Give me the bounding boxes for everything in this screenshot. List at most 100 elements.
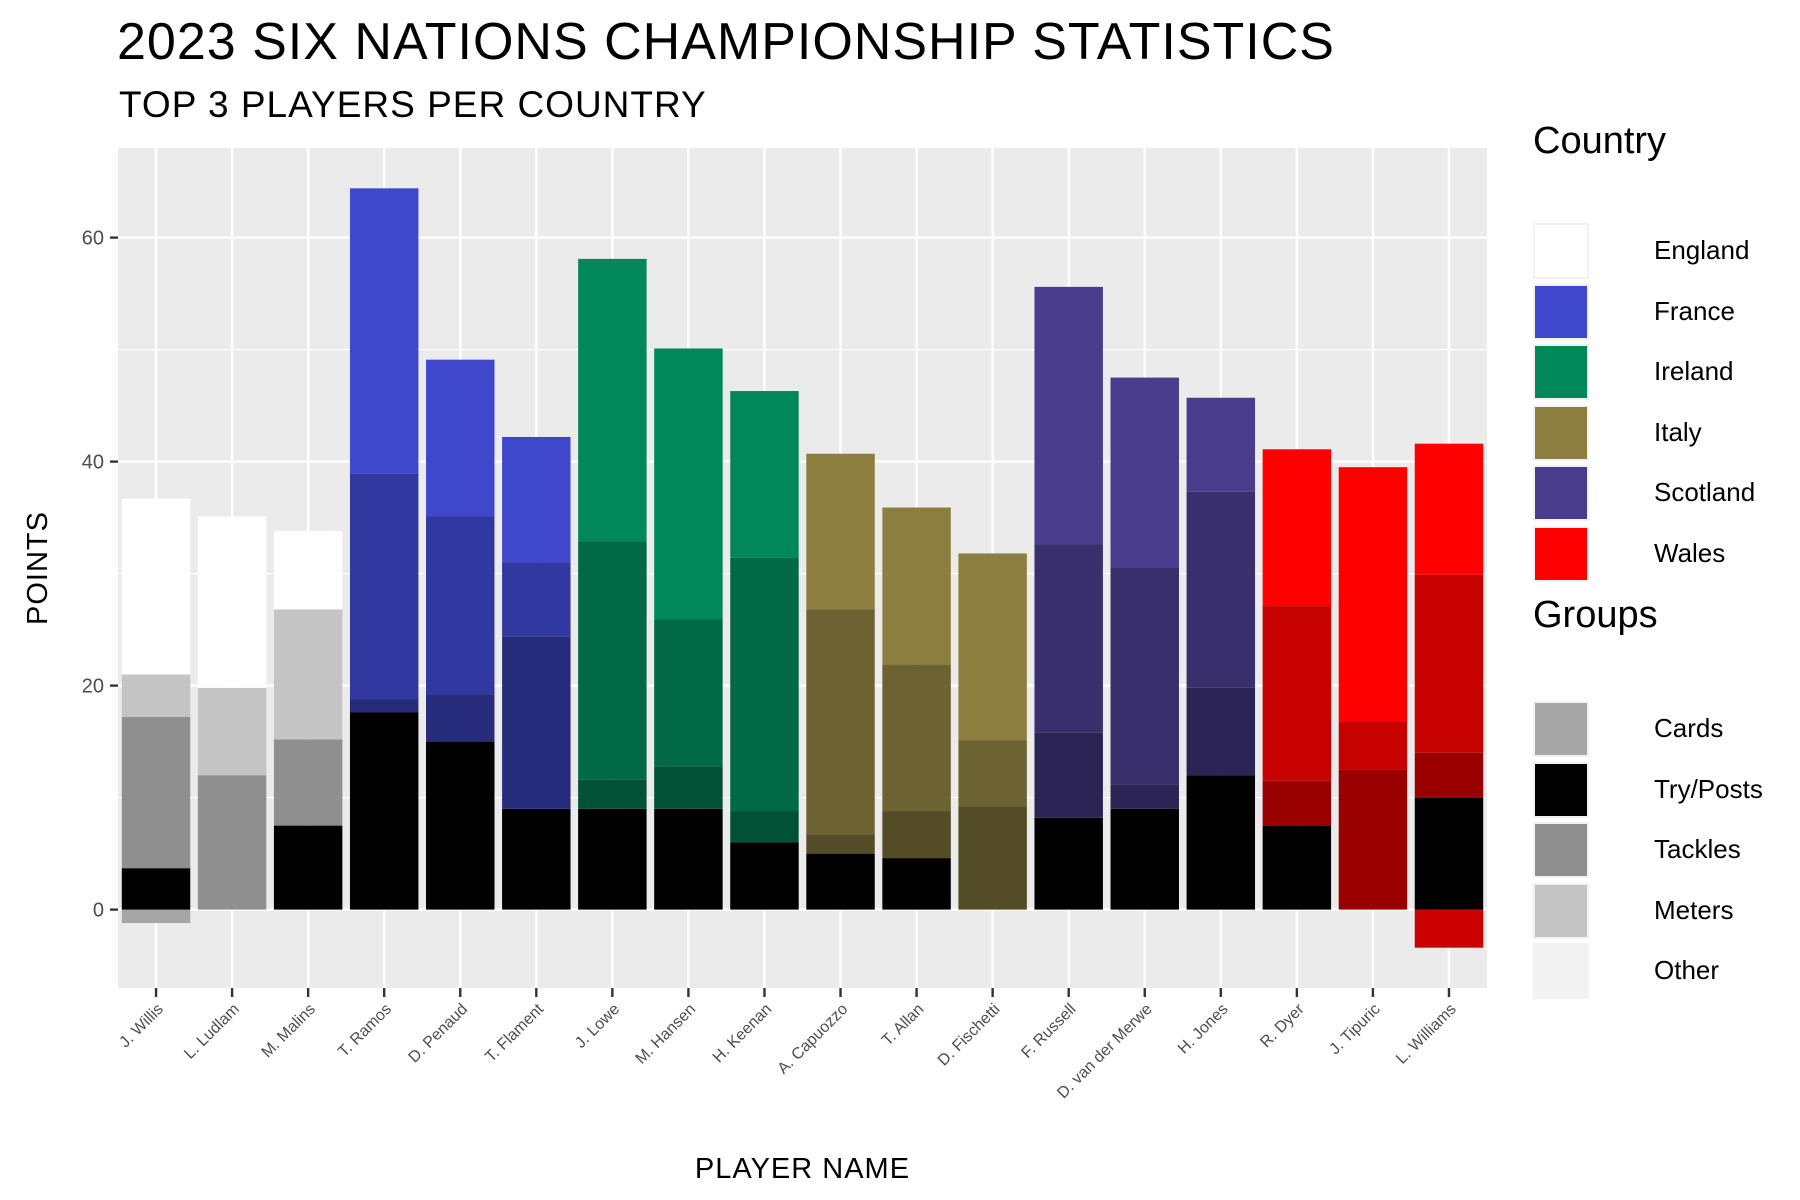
bar-segment — [1110, 808, 1179, 910]
legend-item-scotland: Scotland — [1533, 465, 1793, 521]
legend-label: Other — [1654, 955, 1720, 985]
bar-segment — [1262, 606, 1332, 781]
x-tick-label: M. Hansen — [633, 1001, 700, 1068]
x-tick-label: J. Lowe — [572, 1001, 623, 1052]
legend-label: Wales — [1654, 537, 1726, 568]
legend-groups-title: Groups — [1533, 594, 1658, 636]
bar-segment — [806, 834, 875, 854]
bar-segment — [730, 391, 799, 558]
bar-segment — [349, 188, 419, 474]
bar-segment — [882, 811, 951, 859]
bar-segment — [121, 868, 191, 910]
y-tick-label: 20 — [82, 676, 104, 698]
legend-item-wales: Wales — [1533, 525, 1793, 582]
legend-label: France — [1654, 295, 1735, 326]
legend-key — [1533, 761, 1589, 818]
legend-item-try-posts: Try/Posts — [1533, 761, 1793, 818]
x-tick-label: L. Ludlam — [181, 1001, 243, 1063]
x-tick-label: T. Allan — [879, 1001, 928, 1050]
bar-segment — [578, 808, 647, 910]
bar-segment — [1414, 752, 1484, 798]
bar-segment — [958, 553, 1027, 741]
bar-segment — [426, 694, 495, 742]
bar-segment — [1034, 732, 1103, 818]
bar-segment — [121, 674, 191, 717]
x-tick-label: D. Fischetti — [935, 1001, 1004, 1070]
bar-segment — [197, 687, 267, 776]
bar-segment — [1110, 784, 1179, 809]
bar-segment — [502, 562, 571, 637]
bar-segment — [1262, 780, 1332, 826]
bar-segment — [1034, 544, 1103, 733]
x-tick-label: L. Williams — [1393, 1001, 1460, 1068]
y-tick-label: 60 — [82, 228, 104, 250]
bar-segment — [578, 779, 647, 809]
bar-segment — [1186, 775, 1256, 910]
x-tick-label: D. Penaud — [406, 1001, 471, 1066]
bar-segment — [1414, 443, 1484, 575]
legend-label: Italy — [1654, 416, 1702, 447]
legend-item-ireland: Ireland — [1533, 344, 1793, 400]
x-axis-label: PLAYER NAME — [695, 1153, 910, 1185]
bar-segment — [1338, 769, 1408, 910]
legend-item-england: England — [1533, 223, 1793, 279]
x-tick-label: R. Dyer — [1257, 1000, 1308, 1051]
bar-segment — [1338, 721, 1408, 770]
chart-subtitle: TOP 3 PLAYERS PER COUNTRY — [119, 84, 707, 125]
bar-segment — [882, 664, 951, 812]
bar-segment — [578, 258, 647, 542]
x-tick-label: H. Jones — [1175, 1001, 1232, 1058]
legend-key — [1533, 525, 1589, 582]
bar-segment — [1186, 397, 1256, 492]
bar-segment — [1414, 574, 1484, 753]
bar-segment — [654, 766, 723, 809]
bar-segment — [882, 507, 951, 665]
bar-segment — [502, 436, 571, 563]
bar-segment — [730, 557, 799, 812]
bar-segment — [426, 359, 495, 517]
legend-key — [1533, 223, 1589, 279]
y-axis-label: POINTS — [22, 511, 54, 625]
x-tick-label: J. Tipuric — [1326, 1001, 1383, 1058]
legend-label: Tackles — [1654, 834, 1741, 864]
bar-segment — [426, 741, 495, 910]
bar-segment — [502, 808, 571, 910]
legend-label: Try/Posts — [1654, 773, 1763, 804]
bar-segment — [349, 712, 419, 910]
legend-key — [1533, 344, 1589, 400]
bar-segment — [730, 842, 799, 910]
legend-label: Meters — [1654, 894, 1734, 925]
bar-segment — [1262, 449, 1332, 607]
x-tick-label: A. Capuozzo — [775, 1001, 852, 1078]
bar-segment — [502, 636, 571, 809]
legend-item-other: Other — [1533, 943, 1793, 999]
bar-segment — [1110, 568, 1179, 785]
bar-segment — [197, 775, 267, 910]
bar-segment — [806, 453, 875, 610]
bar-segment — [1110, 377, 1179, 568]
bar-segment — [1186, 491, 1256, 688]
x-tick-label: J. Willis — [116, 1001, 166, 1051]
bar-segment — [806, 609, 875, 835]
legend-key — [1533, 465, 1589, 521]
bar-segment — [273, 739, 343, 826]
legend-label: Ireland — [1654, 356, 1734, 386]
x-tick-label: T. Ramos — [335, 1001, 395, 1061]
legend-label: England — [1654, 235, 1750, 265]
bar-segment — [806, 853, 875, 910]
chart-title: 2023 SIX NATIONS CHAMPIONSHIP STATISTICS — [117, 13, 1335, 71]
bar-segment — [349, 699, 419, 713]
bar-segment — [654, 348, 723, 620]
bar-segment — [1034, 817, 1103, 910]
bar-segment — [882, 858, 951, 910]
bar-segment — [273, 609, 343, 740]
bar-segment — [1186, 687, 1256, 776]
bar-segment — [654, 619, 723, 767]
legend-item-france: France — [1533, 283, 1793, 340]
bar-segment — [1262, 825, 1332, 910]
bar-segment — [273, 531, 343, 610]
plot-panel — [118, 148, 1487, 988]
bar-segment — [1414, 909, 1484, 948]
bar-segment — [273, 825, 343, 910]
